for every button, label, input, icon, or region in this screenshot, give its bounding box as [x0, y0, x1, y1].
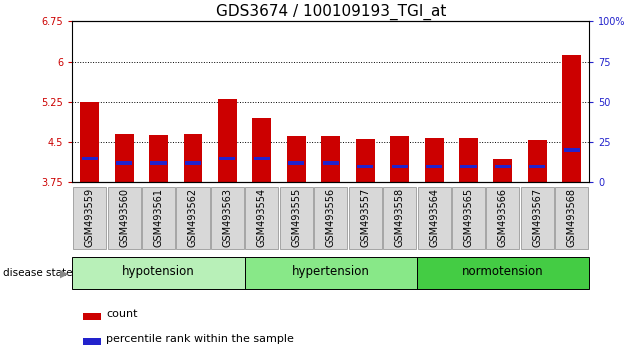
Text: GSM493557: GSM493557 [360, 188, 370, 247]
Text: GSM493564: GSM493564 [429, 188, 439, 247]
Text: GSM493568: GSM493568 [567, 188, 577, 247]
Text: ▶: ▶ [60, 268, 68, 278]
Text: GSM493554: GSM493554 [257, 188, 267, 247]
Text: GSM493555: GSM493555 [291, 188, 301, 247]
Text: GSM493561: GSM493561 [154, 188, 164, 247]
Text: GSM493563: GSM493563 [222, 188, 232, 247]
Bar [80, 102, 99, 182]
FancyBboxPatch shape [486, 187, 520, 249]
Bar [185, 161, 201, 165]
FancyBboxPatch shape [245, 187, 278, 249]
Bar [528, 141, 547, 182]
Text: GSM493559: GSM493559 [84, 188, 94, 247]
Text: hypotension: hypotension [122, 266, 195, 278]
Bar [321, 136, 340, 182]
FancyBboxPatch shape [555, 187, 588, 249]
Bar [149, 135, 168, 182]
Bar [116, 161, 132, 165]
FancyBboxPatch shape [348, 187, 382, 249]
Text: GSM493562: GSM493562 [188, 188, 198, 247]
FancyBboxPatch shape [383, 187, 416, 249]
Text: count: count [106, 309, 137, 319]
FancyBboxPatch shape [418, 187, 450, 249]
Bar [493, 159, 512, 182]
Bar [183, 134, 202, 182]
FancyBboxPatch shape [417, 257, 589, 289]
Bar [83, 338, 101, 345]
Bar [83, 313, 101, 320]
Bar [151, 161, 166, 165]
FancyBboxPatch shape [72, 257, 244, 289]
Bar [287, 136, 306, 182]
Bar [219, 156, 236, 160]
Bar [323, 161, 339, 165]
Bar [529, 165, 546, 168]
Text: GSM493556: GSM493556 [326, 188, 336, 247]
Bar [425, 138, 444, 182]
FancyBboxPatch shape [142, 187, 175, 249]
Bar [357, 165, 373, 168]
Text: GSM493558: GSM493558 [394, 188, 404, 247]
FancyBboxPatch shape [280, 187, 313, 249]
Bar [115, 134, 134, 182]
FancyBboxPatch shape [314, 187, 347, 249]
Bar [289, 161, 304, 165]
Bar [218, 99, 237, 182]
Bar [461, 165, 476, 168]
Bar [356, 139, 375, 182]
Text: hypertension: hypertension [292, 266, 370, 278]
Text: GSM493560: GSM493560 [119, 188, 129, 247]
Bar [82, 156, 98, 160]
Text: GSM493567: GSM493567 [532, 188, 542, 247]
Bar [390, 136, 409, 182]
Bar [253, 118, 272, 182]
Text: normotension: normotension [462, 266, 544, 278]
FancyBboxPatch shape [176, 187, 210, 249]
Bar [392, 165, 408, 168]
Text: GSM493565: GSM493565 [464, 188, 474, 247]
FancyBboxPatch shape [452, 187, 485, 249]
Bar [254, 156, 270, 160]
FancyBboxPatch shape [244, 257, 417, 289]
Text: disease state: disease state [3, 268, 72, 278]
Bar [459, 138, 478, 182]
Text: percentile rank within the sample: percentile rank within the sample [106, 334, 294, 344]
Bar [426, 165, 442, 168]
FancyBboxPatch shape [73, 187, 106, 249]
FancyBboxPatch shape [108, 187, 140, 249]
Bar [564, 148, 580, 152]
Bar [563, 55, 581, 182]
Text: GSM493566: GSM493566 [498, 188, 508, 247]
Bar [495, 165, 511, 168]
FancyBboxPatch shape [211, 187, 244, 249]
Title: GDS3674 / 100109193_TGI_at: GDS3674 / 100109193_TGI_at [215, 4, 446, 20]
FancyBboxPatch shape [521, 187, 554, 249]
